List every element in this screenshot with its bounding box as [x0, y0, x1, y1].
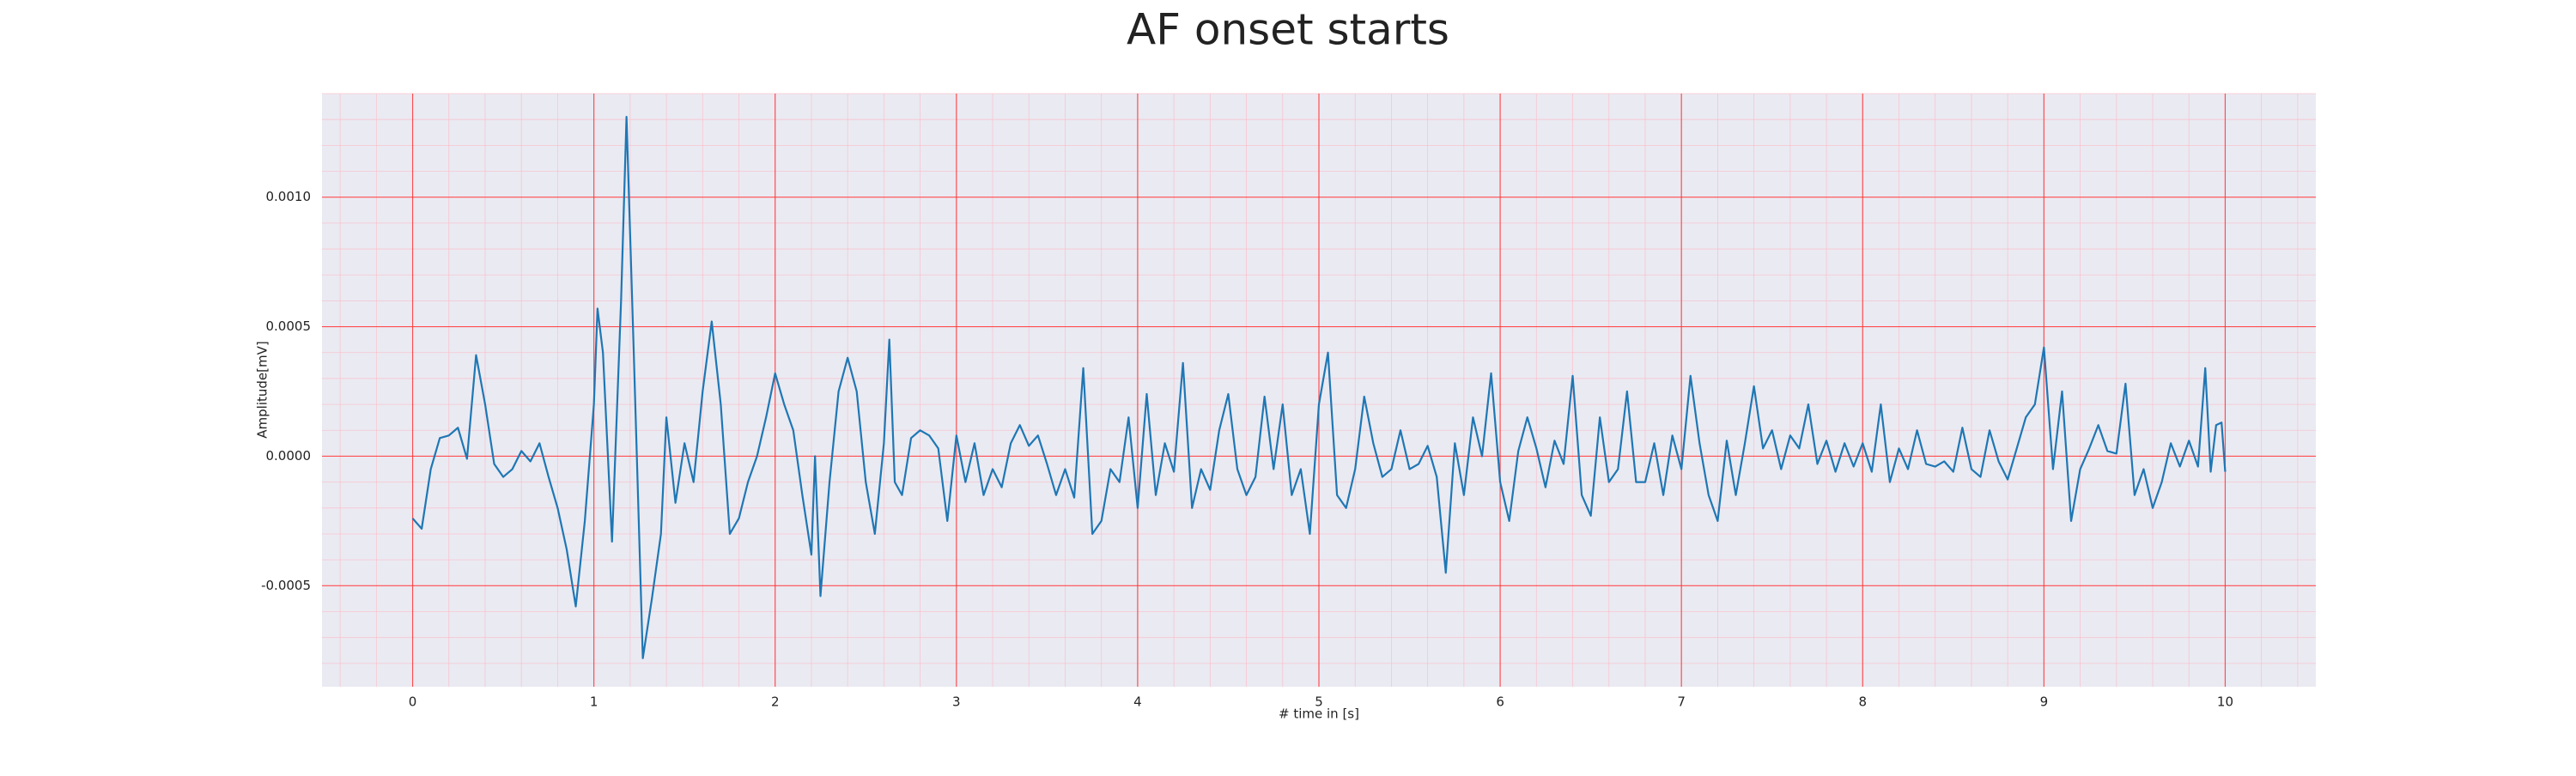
x-tick-label: 7: [1677, 694, 1686, 710]
x-tick-label: 4: [1133, 694, 1142, 710]
x-tick-label: 9: [2040, 694, 2049, 710]
y-tick-label: 0.0005: [266, 318, 312, 334]
x-tick-label: 2: [771, 694, 780, 710]
x-tick-label: 6: [1496, 694, 1504, 710]
x-tick-label: 10: [2217, 694, 2233, 710]
y-tick-label: 0.0000: [266, 448, 312, 464]
y-tick-label: -0.0005: [261, 578, 311, 593]
x-tick-label: 0: [409, 694, 417, 710]
y-axis-label: Amplitude[mV]: [255, 341, 270, 438]
x-tick-label: 5: [1315, 694, 1323, 710]
x-tick-label: 3: [952, 694, 961, 710]
signal-line: [411, 116, 2227, 659]
y-tick-label: 0.0010: [266, 189, 312, 204]
x-tick-label: 8: [1858, 694, 1867, 710]
x-tick-label: 1: [590, 694, 598, 710]
chart-title: AF onset starts: [1127, 5, 1449, 55]
x-axis-label: # time in [s]: [1279, 706, 1359, 722]
